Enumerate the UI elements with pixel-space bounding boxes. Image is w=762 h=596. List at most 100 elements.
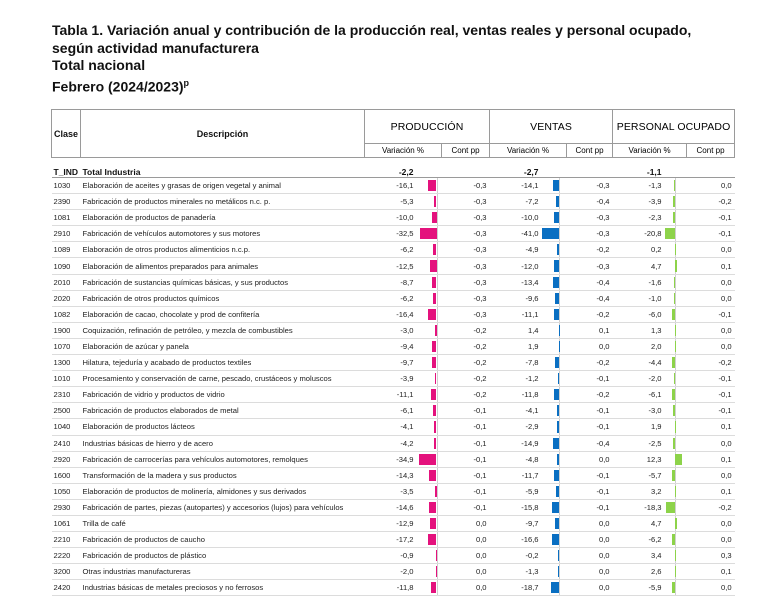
- vent-variation-bar: [554, 517, 559, 530]
- row-vent-variacion: -9,6: [489, 290, 542, 307]
- pers-variation-bar: [672, 196, 675, 208]
- row-prod-contribucion: -0,3: [441, 193, 490, 211]
- vent-variation-bar: [558, 373, 559, 385]
- row-pers-contribucion: -0,2: [686, 499, 735, 516]
- row-clase: 2420: [51, 579, 81, 596]
- row-pers-bar: [664, 499, 687, 516]
- row-clase: 1081: [51, 209, 81, 227]
- row-prod-bar: [416, 241, 442, 259]
- row-pers-bar: [664, 241, 687, 259]
- header-prod-variacion: Variación %: [364, 143, 442, 158]
- vent-variation-bar: [553, 276, 559, 288]
- row-pers-bar: [664, 306, 687, 323]
- header-pers-variacion: Variación %: [612, 143, 688, 158]
- row-pers-contribucion: 0,0: [686, 579, 735, 596]
- row-vent-variacion: -12,0: [489, 257, 542, 275]
- row-pers-contribucion: -0,1: [686, 306, 735, 323]
- row-vent-bar: [541, 515, 567, 533]
- row-prod-contribucion: -0,1: [441, 435, 490, 452]
- row-prod-variacion: -17,2: [364, 531, 417, 549]
- table-row: 2420 Industrias básicas de metales precio…: [51, 579, 735, 596]
- table-row: 1600 Transformación de la madera y sus pr…: [51, 467, 735, 484]
- table-row: 1300 Hilatura, tejeduría y acabado de pro…: [51, 354, 735, 372]
- pers-variation-bar: [673, 180, 675, 192]
- row-pers-bar: [664, 209, 687, 227]
- row-description: Industrias básicas de hierro y de acero: [80, 435, 365, 452]
- row-vent-variacion: -1,2: [489, 370, 542, 388]
- row-prod-contribucion: -0,1: [441, 402, 490, 420]
- row-pers-contribucion: 0,0: [686, 435, 735, 452]
- row-vent-contribucion: 0,0: [566, 579, 613, 596]
- vent-variation-bar: [555, 196, 559, 208]
- row-prod-bar: [416, 209, 442, 227]
- row-pers-bar: [664, 418, 687, 436]
- row-vent-variacion: -11,8: [489, 386, 542, 404]
- row-pers-variacion: -18,3: [612, 499, 665, 516]
- row-clase: 2910: [51, 225, 81, 243]
- row-pers-variacion: -3,9: [612, 193, 665, 211]
- title-line-2: según actividad manufacturera: [52, 39, 259, 56]
- row-pers-contribucion: -0,1: [686, 225, 735, 243]
- row-description: Elaboración de productos lácteos: [80, 418, 365, 436]
- row-pers-variacion: 12,3: [612, 451, 665, 468]
- pers-variation-bar: [673, 373, 675, 385]
- row-description: Industrias básicas de metales preciosos …: [80, 579, 365, 596]
- row-pers-contribucion: 0,0: [686, 274, 735, 291]
- row-clase: 2020: [51, 290, 81, 307]
- table-row: 2210 Fabricación de productos de caucho -1…: [51, 531, 735, 549]
- row-prod-bar: [416, 418, 442, 436]
- row-description: Fabricación de productos minerales no me…: [80, 193, 365, 211]
- row-clase: 1040: [51, 418, 81, 436]
- row-prod-variacion: -0,9: [364, 547, 417, 565]
- row-prod-variacion: -32,5: [364, 225, 417, 243]
- pers-variation-bar: [674, 550, 677, 562]
- row-vent-bar: [541, 274, 567, 291]
- row-prod-bar: [416, 499, 442, 516]
- vent-variation-bar: [558, 550, 559, 562]
- table-row: 1010 Procesamiento y conservación de carn…: [51, 370, 735, 388]
- table-row: 1090 Elaboración de alimentos preparados …: [51, 257, 735, 275]
- row-prod-bar: [416, 451, 442, 468]
- row-prod-contribucion: -0,3: [441, 290, 490, 307]
- row-vent-bar: [541, 322, 567, 339]
- table-row: 2220 Fabricación de productos de plástico…: [51, 547, 735, 565]
- vent-variation-bar: [554, 212, 559, 224]
- header-clase: Clase: [51, 109, 81, 158]
- pers-variation-bar: [665, 501, 675, 513]
- prod-variation-bar: [429, 469, 437, 481]
- prod-variation-bar: [435, 324, 437, 336]
- row-prod-bar: [416, 467, 442, 484]
- row-prod-bar: [416, 290, 442, 307]
- header-descripcion: Descripción: [80, 109, 365, 158]
- row-pers-variacion: 2,6: [612, 563, 665, 581]
- total-clase: T_IND: [51, 166, 81, 178]
- row-vent-bar: [541, 225, 567, 243]
- row-vent-variacion: 1,4: [489, 322, 542, 339]
- row-pers-bar: [664, 579, 687, 596]
- row-pers-variacion: -3,0: [612, 402, 665, 420]
- row-pers-variacion: -20,8: [612, 225, 665, 243]
- row-vent-contribucion: -0,2: [566, 386, 613, 404]
- row-pers-bar: [664, 547, 687, 565]
- row-pers-bar: [664, 322, 687, 339]
- row-pers-contribucion: -0,2: [686, 193, 735, 211]
- row-prod-bar: [416, 354, 442, 372]
- header-prod-cont: Cont pp: [440, 143, 491, 158]
- row-vent-variacion: 1,9: [489, 338, 542, 356]
- row-pers-contribucion: 0,1: [686, 418, 735, 436]
- pers-variation-bar: [674, 292, 675, 304]
- row-description: Transformación de la madera y sus produc…: [80, 467, 365, 484]
- row-pers-contribucion: 0,0: [686, 515, 735, 533]
- row-pers-bar: [664, 290, 687, 307]
- row-clase: 3200: [51, 563, 81, 581]
- row-pers-variacion: 3,4: [612, 547, 665, 565]
- row-prod-contribucion: -0,3: [441, 209, 490, 227]
- row-vent-bar: [541, 418, 567, 436]
- row-prod-bar: [416, 274, 442, 291]
- table-row: 2020 Fabricación de otros productos quími…: [51, 290, 735, 307]
- row-pers-variacion: 4,7: [612, 257, 665, 275]
- row-vent-contribucion: -0,2: [566, 354, 613, 372]
- row-pers-variacion: -4,4: [612, 354, 665, 372]
- table-row: 1082 Elaboración de cacao, chocolate y pr…: [51, 306, 735, 323]
- row-vent-contribucion: -0,3: [566, 257, 613, 275]
